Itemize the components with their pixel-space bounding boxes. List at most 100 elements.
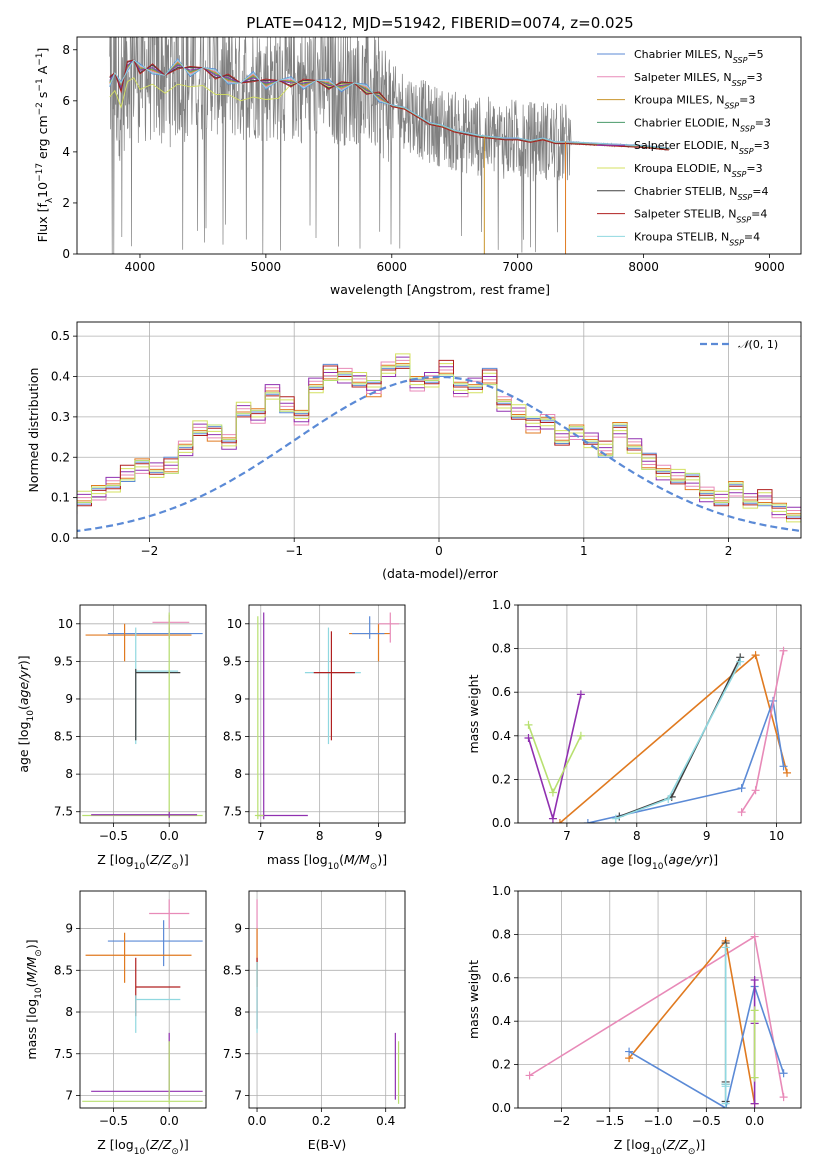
chart-spectrum: 4000 5000 6000 7000 8000 9000 0 2 4 6 8 PLATE=0412,… — [35, 14, 802, 297]
weight-point — [750, 975, 759, 984]
x-tick-label: −2 — [141, 544, 159, 558]
weight-point — [779, 646, 788, 655]
chart-residuals: −2 −1 0 1 2 0.0 0.1 0.2 0.3 0.4 0.5 (data-model)/er… — [26, 321, 802, 581]
legend-label: 𝒩(0, 1) — [738, 338, 778, 351]
legend-text: Kroupa STELIB, N — [634, 230, 729, 243]
x-tick-label: −1 — [285, 544, 303, 558]
x-tick-label: 0.0 — [160, 1114, 179, 1128]
y-axis-label: age [log10(age/yr)] — [16, 655, 36, 772]
y-tick-label: 0.0 — [51, 531, 70, 545]
label-part: Z/Z — [149, 852, 172, 867]
label-part: ( — [24, 982, 39, 987]
error-cross — [107, 627, 203, 639]
label-part: )] — [16, 655, 31, 665]
label-part: 10 — [650, 1147, 662, 1157]
legend-sub: SSP — [732, 78, 747, 87]
error-cross — [313, 631, 355, 741]
weight-point — [548, 788, 557, 797]
error-cross — [135, 995, 181, 1033]
label-part: 10 — [134, 1147, 146, 1157]
x-tick-label: 7000 — [502, 260, 533, 274]
label-part: ( — [662, 1137, 667, 1152]
weight-point — [750, 1017, 759, 1026]
error-cross — [91, 1032, 203, 1100]
axes-frame — [79, 890, 207, 1109]
weight-line — [587, 700, 785, 823]
weight-point — [525, 1071, 534, 1080]
weight-point — [721, 943, 730, 952]
weight-point — [750, 1073, 759, 1082]
weight-point — [524, 720, 533, 729]
legend-text: =4 — [744, 230, 760, 243]
weight-line — [628, 939, 756, 1104]
label-part: ( — [339, 852, 344, 867]
legend-text: (0, 1) — [749, 338, 779, 351]
error-cross — [378, 612, 400, 643]
y-tick-label: 8.5 — [223, 730, 242, 744]
label-part: )] — [24, 939, 39, 949]
weight-point — [576, 731, 585, 740]
label-part: mass [log — [267, 852, 328, 867]
y-tick-label: 0.0 — [492, 816, 511, 830]
y-tick-label: 0.1 — [51, 491, 70, 505]
weight-point — [750, 932, 759, 941]
y-tick-label: 8 — [234, 767, 242, 781]
axes-frame — [517, 890, 802, 1109]
legend-sub: SSP — [740, 124, 755, 133]
legend-label: Chabrier ELODIE, NSSP=3 — [634, 116, 771, 132]
y-axis-label: mass weight — [466, 960, 481, 1039]
weight-point — [555, 819, 564, 823]
gaussian-curve — [77, 375, 801, 533]
weight-point — [779, 1093, 788, 1102]
y-tick-label: 7.5 — [54, 805, 73, 819]
x-tick-label: 8 — [633, 829, 641, 843]
label-part: λ — [45, 197, 55, 203]
x-tick-label: 2 — [725, 544, 733, 558]
model-spectrum — [109, 59, 669, 151]
y-tick-label: 8.5 — [223, 963, 242, 977]
x-tick-label: 0.4 — [376, 1114, 395, 1128]
weight-point — [721, 1099, 730, 1108]
label-part: A — [35, 65, 50, 78]
weight-point — [750, 1099, 759, 1108]
y-tick-label: 0.4 — [492, 1014, 511, 1028]
weight-point — [783, 768, 792, 777]
label-part: 10 — [328, 862, 340, 872]
y-tick-label: 7.5 — [223, 1047, 242, 1061]
y-tick-label: 8 — [65, 1005, 73, 1019]
x-tick-label: 8000 — [628, 260, 659, 274]
x-tick-label: 0.0 — [745, 1114, 764, 1128]
y-axis-label: Normed distribution — [26, 368, 41, 493]
axes-frame — [517, 604, 802, 824]
y-tick-label: 4 — [62, 145, 70, 159]
label-part: ( — [663, 852, 668, 867]
weight-point — [751, 786, 760, 795]
weight-point — [737, 784, 746, 793]
y-tick-label: 0.2 — [492, 1058, 511, 1072]
x-tick-label: −1.0 — [643, 1114, 672, 1128]
x-axis-label: (data-model)/error — [382, 566, 499, 581]
legend-label: Salpeter MILES, NSSP=3 — [634, 71, 763, 88]
legend-sub: SSP — [732, 170, 747, 179]
error-cross — [257, 612, 308, 820]
weight-line — [628, 983, 785, 1108]
x-tick-label: −1.5 — [595, 1114, 624, 1128]
x-tick-label: 1 — [580, 544, 588, 558]
label-part: )] — [377, 852, 387, 867]
error-cross — [82, 612, 203, 820]
legend-label: Chabrier STELIB, NSSP=4 — [634, 185, 768, 202]
x-tick-label: 8 — [316, 829, 324, 843]
y-tick-label: 10 — [58, 617, 73, 631]
error-cross — [135, 668, 181, 741]
plot-area — [249, 891, 405, 1108]
label-part: 10 — [26, 710, 36, 722]
legend-text: Salpeter ELODIE, N — [634, 139, 739, 152]
y-tick-label: 2 — [62, 196, 70, 210]
y-tick-label: 0.3 — [51, 410, 70, 424]
label-part: −2 — [35, 102, 45, 115]
weight-line — [527, 694, 582, 822]
label-part: ( — [145, 852, 150, 867]
y-tick-label: 0.2 — [51, 450, 70, 464]
